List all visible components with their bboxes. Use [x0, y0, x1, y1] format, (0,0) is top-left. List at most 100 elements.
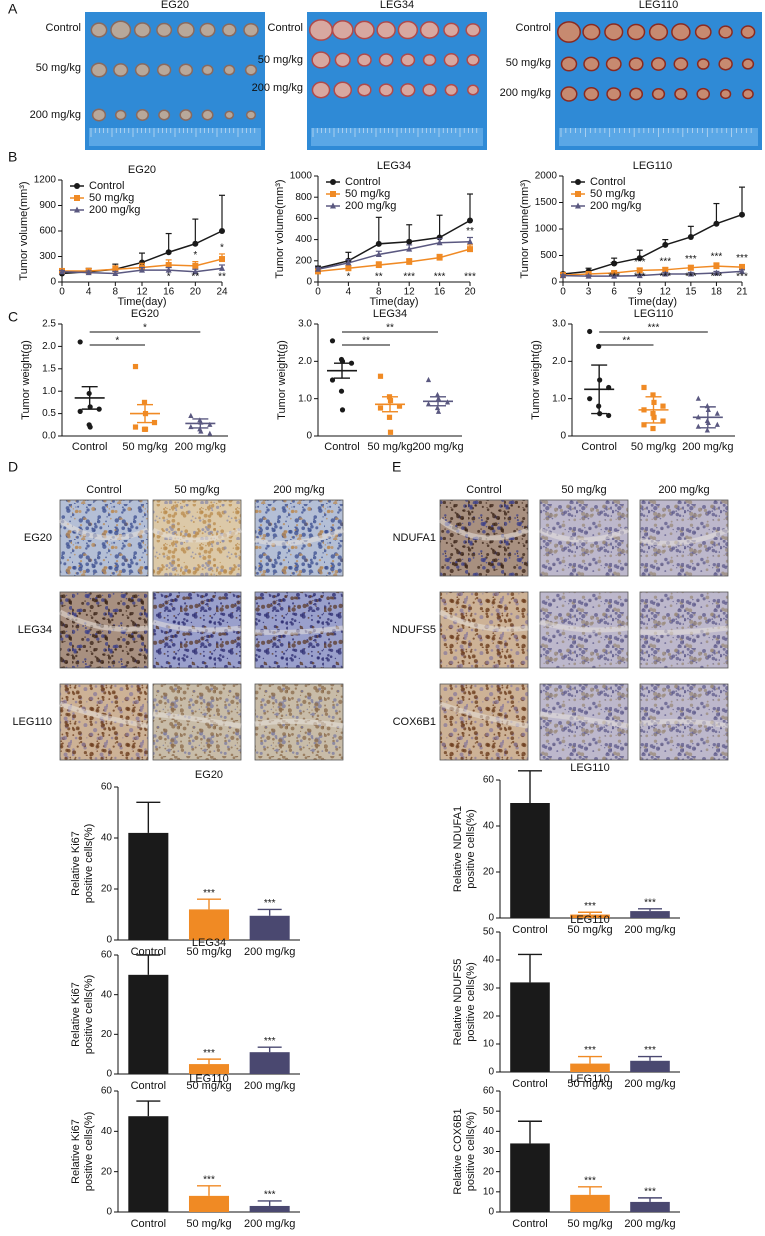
y-axis-label: Tumor weight(g) — [276, 340, 288, 420]
panel-letter: B — [8, 149, 17, 165]
y-tick-label: 2.0 — [42, 341, 56, 352]
y-tick-label: 0 — [488, 913, 494, 924]
tumor — [199, 22, 216, 38]
x-tick-label: 12 — [660, 287, 672, 298]
bar — [570, 1063, 610, 1072]
marker — [434, 391, 441, 398]
chart-title: LEG110 — [570, 1073, 610, 1085]
x-tick-label: 200 mg/kg — [624, 1218, 675, 1230]
legend-label: 50 mg/kg — [590, 188, 635, 200]
row-label: 200 mg/kg — [500, 87, 551, 99]
y-tick-label: 1.5 — [42, 363, 56, 374]
y-tick-label: 3.0 — [298, 319, 312, 330]
x-tick-label: 200 mg/kg — [624, 1078, 675, 1090]
panel-letter: E — [392, 459, 401, 475]
tumor — [201, 109, 214, 121]
marker — [219, 264, 225, 271]
legend-label: Control — [345, 176, 380, 188]
marker — [165, 266, 172, 273]
bar — [510, 982, 550, 1072]
stroma — [438, 609, 529, 632]
marker — [467, 238, 473, 245]
y-tick-label: 600 — [39, 226, 56, 237]
stroma — [58, 609, 149, 632]
y-tick-label: 1500 — [535, 197, 558, 208]
bar — [128, 974, 169, 1074]
significance: * — [143, 323, 147, 334]
tumor — [740, 25, 756, 39]
tumor — [741, 58, 755, 70]
y-tick-label: 0.0 — [42, 431, 56, 442]
tumor — [419, 21, 440, 39]
bar — [630, 1201, 670, 1212]
legend-label: 200 mg/kg — [345, 200, 396, 212]
significance: ** — [622, 336, 630, 347]
row-label: NDUFA1 — [393, 532, 436, 544]
y-axis-label: positive cells(%) — [465, 962, 477, 1041]
marker — [330, 179, 336, 185]
y-tick-label: 40 — [101, 989, 113, 1000]
marker — [406, 238, 413, 245]
tumor — [158, 109, 171, 121]
tumor — [113, 63, 129, 77]
tumor — [718, 25, 733, 39]
chart-title: LEG110 — [570, 762, 610, 774]
tumor — [177, 21, 195, 39]
x-tick-label: 50 mg/kg — [186, 946, 231, 958]
tumor — [308, 19, 334, 41]
y-tick-label: 0 — [106, 1207, 112, 1218]
x-tick-label: Control — [512, 1218, 547, 1230]
bar — [188, 1195, 230, 1212]
y-tick-label: 2.0 — [552, 356, 566, 367]
marker — [142, 426, 149, 432]
significance: * — [220, 243, 224, 254]
tumor — [244, 64, 258, 76]
significance: ** — [386, 323, 394, 334]
tumor — [648, 23, 669, 41]
column-label: Control — [86, 484, 121, 496]
marker — [713, 269, 720, 276]
y-axis-label: Tumor volume(mm³) — [519, 179, 531, 278]
row-label: 200 mg/kg — [30, 109, 81, 121]
x-tick-label: Control — [72, 441, 107, 453]
marker — [425, 401, 432, 407]
marker — [198, 428, 204, 434]
significance: *** — [464, 272, 476, 283]
series-line — [317, 219, 471, 269]
x-tick-label: 50 mg/kg — [567, 1218, 612, 1230]
significance: * — [115, 336, 119, 347]
marker — [192, 268, 199, 275]
tumor — [604, 23, 624, 41]
x-axis-label: Time(day) — [369, 296, 418, 308]
series-line — [562, 270, 743, 277]
tumor — [91, 108, 107, 122]
tumor — [110, 20, 132, 40]
marker — [85, 269, 92, 276]
marker — [375, 240, 382, 247]
stroma — [438, 517, 529, 541]
marker — [687, 270, 694, 277]
marker — [348, 360, 355, 366]
significance: *** — [685, 254, 697, 265]
marker — [606, 412, 612, 419]
marker — [739, 267, 745, 274]
bar — [128, 832, 169, 940]
y-tick-label: 1.0 — [42, 386, 56, 397]
column-label: Control — [466, 484, 501, 496]
marker — [713, 263, 720, 270]
significance: *** — [608, 272, 620, 283]
x-tick-label: 8 — [376, 287, 382, 298]
y-axis-label: Relative Ki67 — [70, 831, 82, 896]
marker — [151, 419, 158, 426]
legend-label: 50 mg/kg — [345, 188, 390, 200]
legend-label: 200 mg/kg — [590, 200, 641, 212]
tumor — [606, 87, 622, 101]
marker — [59, 268, 65, 275]
x-tick-label: 12 — [404, 287, 416, 298]
x-tick-label: 200 mg/kg — [412, 441, 463, 453]
x-tick-label: 9 — [637, 287, 643, 298]
marker — [377, 373, 384, 379]
legend-label: Control — [590, 176, 625, 188]
marker — [587, 396, 593, 402]
